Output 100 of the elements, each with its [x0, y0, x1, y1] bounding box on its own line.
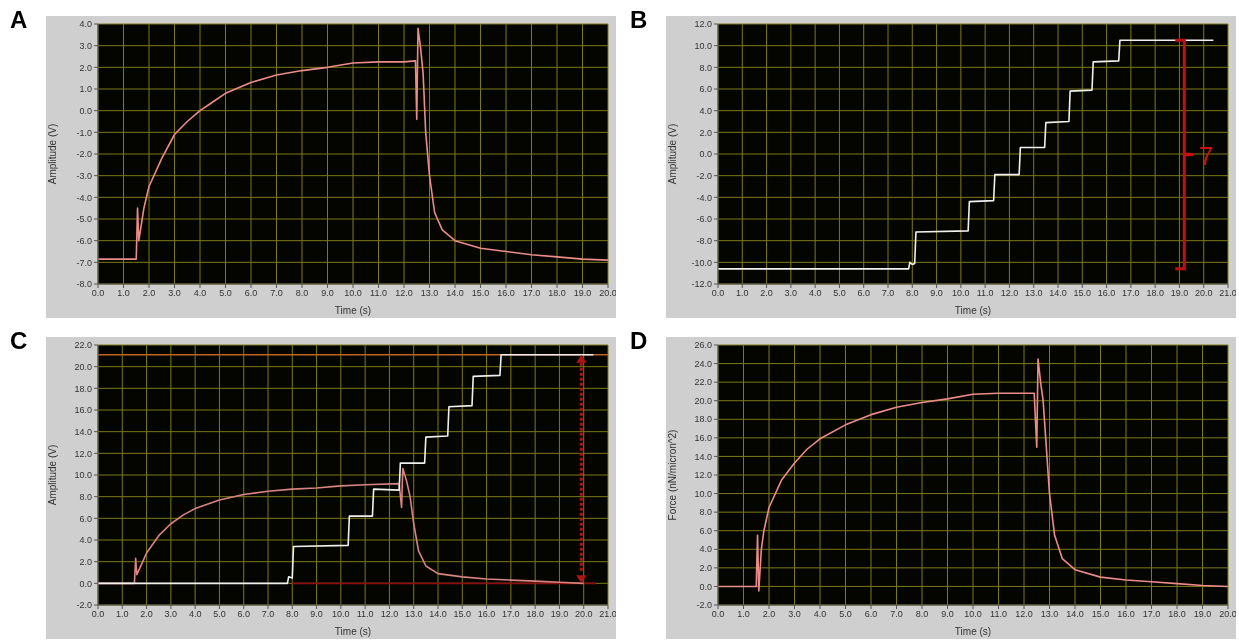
- y-tick-label: 22.0: [74, 340, 92, 351]
- y-tick-label: -6.0: [696, 214, 712, 225]
- y-tick-label: -2.0: [696, 600, 712, 611]
- y-tick-label: -6.0: [76, 235, 92, 246]
- x-tick-label: 7.0: [890, 609, 903, 620]
- chart-title: A: [10, 6, 28, 34]
- x-tick-label: 16.0: [497, 288, 515, 299]
- y-tick-label: -5.0: [76, 214, 92, 225]
- x-axis-title: Time (s): [954, 626, 992, 637]
- y-tick-label: 0.0: [699, 149, 712, 160]
- x-tick-label: 2.0: [142, 288, 156, 299]
- y-tick-label: 22.0: [694, 377, 712, 388]
- x-tick-label: 16.0: [1117, 609, 1135, 620]
- x-tick-label: 13.0: [404, 609, 423, 620]
- x-tick-label: 12.0: [395, 288, 413, 299]
- y-tick-label: 4.0: [699, 544, 712, 555]
- y-tick-label: -10.0: [691, 257, 712, 268]
- x-tick-label: 10.0: [344, 288, 362, 299]
- x-tick-label: 20.0: [1194, 288, 1213, 299]
- y-tick-label: 12.0: [694, 19, 712, 30]
- x-tick-label: 1.0: [737, 609, 750, 620]
- y-axis-title: Amplitude (V): [46, 123, 58, 185]
- y-tick-label: 20.0: [694, 395, 712, 406]
- chart-title: D: [630, 327, 648, 355]
- y-tick-label: 10.0: [74, 470, 92, 481]
- x-tick-label: 2.0: [760, 288, 773, 299]
- x-tick-label: 2.0: [140, 609, 153, 620]
- y-tick-label: 1.0: [79, 84, 92, 95]
- annotation: 7: [1199, 140, 1214, 171]
- x-tick-label: 18.0: [1168, 609, 1186, 620]
- y-tick-label: -2.0: [76, 600, 92, 611]
- x-tick-label: 8.0: [906, 288, 919, 299]
- x-tick-label: 6.0: [237, 609, 250, 620]
- x-tick-label: 14.0: [429, 609, 447, 620]
- y-tick-label: 10.0: [694, 40, 712, 51]
- y-tick-label: -2.0: [696, 170, 712, 181]
- x-tick-label: 5.0: [213, 609, 226, 620]
- line-series: [98, 353, 595, 585]
- x-tick-label: 11.0: [356, 609, 374, 620]
- x-tick-label: 16.0: [477, 609, 496, 620]
- x-tick-label: 17.0: [1122, 288, 1140, 299]
- x-tick-label: 4.0: [813, 609, 827, 620]
- x-tick-label: 15.0: [471, 288, 490, 299]
- x-tick-label: 4.0: [193, 288, 207, 299]
- line-series: [98, 27, 608, 261]
- x-tick-label: 0.0: [711, 288, 725, 299]
- x-tick-label: 5.0: [833, 288, 846, 299]
- y-tick-label: 0.0: [79, 578, 92, 589]
- x-tick-label: 19.0: [550, 609, 569, 620]
- y-tick-label: -8.0: [76, 279, 92, 290]
- x-tick-label: 14.0: [1049, 288, 1067, 299]
- chart-title: C: [10, 327, 28, 355]
- x-tick-label: 16.0: [1097, 288, 1116, 299]
- x-tick-label: 10.0: [952, 288, 970, 299]
- x-tick-label: 9.0: [930, 288, 943, 299]
- x-tick-label: 21.0: [1219, 288, 1237, 299]
- x-tick-label: 6.0: [244, 288, 258, 299]
- y-tick-label: 2.0: [699, 127, 712, 138]
- x-tick-label: 11.0: [976, 288, 994, 299]
- x-tick-label: 1.0: [736, 288, 749, 299]
- x-tick-label: 15.0: [453, 609, 472, 620]
- x-tick-label: 1.0: [117, 288, 130, 299]
- x-tick-label: 3.0: [164, 609, 178, 620]
- x-tick-label: 13.0: [1040, 609, 1059, 620]
- x-tick-label: 4.0: [808, 288, 822, 299]
- x-tick-label: 5.0: [839, 609, 852, 620]
- x-tick-label: 18.0: [1146, 288, 1164, 299]
- x-tick-label: 15.0: [1091, 609, 1110, 620]
- x-tick-label: 21.0: [599, 609, 617, 620]
- x-tick-label: 8.0: [286, 609, 299, 620]
- y-tick-label: 8.0: [79, 491, 92, 502]
- x-tick-label: 17.0: [1142, 609, 1161, 620]
- line-series: [718, 39, 1215, 270]
- x-tick-label: 1.0: [116, 609, 129, 620]
- x-tick-label: 5.0: [219, 288, 232, 299]
- x-tick-label: 13.0: [1024, 288, 1043, 299]
- x-tick-label: 17.0: [522, 288, 541, 299]
- y-tick-label: 6.0: [699, 84, 712, 95]
- y-tick-label: 10.0: [694, 488, 712, 499]
- x-tick-label: 9.0: [321, 288, 334, 299]
- x-tick-label: 18.0: [548, 288, 566, 299]
- x-tick-label: 6.0: [857, 288, 870, 299]
- y-tick-label: 6.0: [79, 513, 92, 524]
- x-tick-label: 3.0: [784, 288, 798, 299]
- y-tick-label: 14.0: [694, 451, 712, 462]
- x-tick-label: 14.0: [1066, 609, 1084, 620]
- x-tick-label: 0.0: [711, 609, 725, 620]
- x-tick-label: 14.0: [446, 288, 464, 299]
- x-tick-label: 10.0: [964, 609, 982, 620]
- x-tick-label: 9.0: [310, 609, 323, 620]
- x-tick-label: 20.0: [599, 288, 617, 299]
- x-tick-label: 8.0: [915, 609, 929, 620]
- x-tick-label: 12.0: [1000, 288, 1019, 299]
- y-tick-label: -4.0: [76, 192, 92, 203]
- y-tick-label: 3.0: [79, 40, 92, 51]
- y-tick-label: 4.0: [699, 105, 712, 116]
- y-tick-label: 16.0: [74, 405, 92, 416]
- y-axis-title: Force (nN/micron^2): [666, 429, 678, 521]
- x-tick-label: 3.0: [168, 288, 181, 299]
- x-tick-label: 0.0: [91, 288, 105, 299]
